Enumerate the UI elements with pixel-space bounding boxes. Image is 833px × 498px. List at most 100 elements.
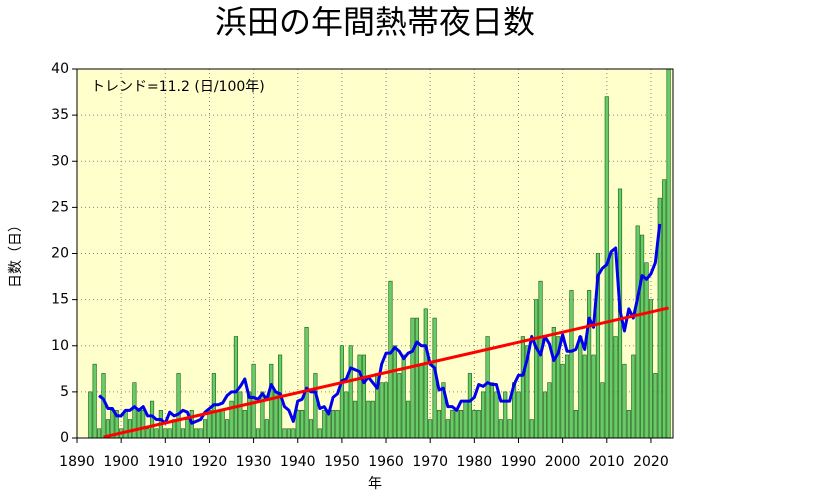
bar [569, 290, 574, 439]
bar [304, 326, 309, 439]
y-tick-label: 30 [51, 153, 69, 169]
bar [154, 428, 159, 439]
bar [463, 400, 468, 439]
x-tick-label: 1950 [324, 454, 360, 470]
bar [489, 382, 495, 439]
bar [467, 373, 472, 439]
x-tick-label: 2000 [545, 454, 581, 470]
bar [516, 391, 521, 439]
bar [529, 419, 534, 439]
bar [330, 410, 336, 439]
moving-average-line [98, 223, 662, 425]
bar [626, 410, 631, 439]
x-tick-label: 1970 [412, 454, 448, 470]
bar [339, 345, 344, 439]
bar [383, 382, 389, 439]
bar [308, 419, 314, 439]
bar [317, 428, 322, 439]
y-tick-label: 35 [51, 107, 69, 123]
bar [101, 373, 106, 439]
chart-title: 浜田の年間熱帯夜日数 [215, 3, 535, 41]
bar [357, 354, 362, 439]
bar [145, 428, 150, 439]
bar [622, 363, 627, 439]
y-tick-label: 5 [60, 384, 69, 400]
y-tick-label: 20 [51, 246, 69, 262]
bar [648, 299, 653, 439]
bar [97, 428, 102, 439]
bar [185, 419, 190, 439]
bar [591, 354, 596, 439]
bar [220, 410, 225, 439]
bar [335, 410, 340, 439]
bar [459, 410, 464, 439]
bar [344, 391, 349, 439]
bar [494, 391, 499, 439]
bar [322, 410, 327, 439]
bar [149, 400, 155, 439]
x-tick-label: 1900 [103, 454, 139, 470]
bar [503, 391, 508, 439]
bar [560, 363, 565, 439]
bar [313, 373, 318, 439]
bar [538, 280, 543, 439]
y-tick-label: 40 [51, 61, 69, 77]
bar [613, 336, 618, 439]
trend-line [103, 306, 669, 439]
bar [573, 410, 578, 439]
x-tick-label: 1920 [192, 454, 228, 470]
bar [233, 336, 238, 439]
bar [476, 410, 481, 439]
bar [578, 336, 583, 439]
bar [644, 262, 649, 439]
bar [388, 280, 393, 439]
bar [423, 308, 428, 439]
bar [498, 419, 503, 439]
x-tick-label: 1910 [147, 454, 183, 470]
x-tick-label: 1990 [501, 454, 537, 470]
x-tick-label: 1980 [457, 454, 493, 470]
bar [436, 410, 442, 439]
bar [361, 354, 367, 439]
bar [635, 225, 640, 439]
bar [640, 234, 645, 439]
bar [295, 410, 300, 439]
bar [587, 290, 592, 439]
x-tick-label: 1930 [236, 454, 272, 470]
bar [600, 382, 605, 439]
bar [282, 428, 287, 439]
x-tick-label: 1940 [280, 454, 316, 470]
bar [136, 410, 141, 439]
bar [300, 410, 305, 439]
bar [238, 391, 243, 439]
bar [520, 336, 525, 439]
bar [609, 253, 614, 439]
bar [472, 410, 477, 439]
bar [194, 428, 199, 439]
y-tick-label: 25 [51, 199, 69, 215]
bar [392, 345, 397, 439]
bar [485, 336, 490, 439]
bar [450, 410, 455, 439]
bar [406, 400, 411, 439]
y-tick-label: 0 [60, 430, 69, 446]
bar [666, 68, 671, 439]
bar [286, 428, 291, 439]
bar [141, 410, 146, 439]
plot-frame [76, 68, 674, 439]
bar [88, 391, 93, 439]
bar [414, 317, 420, 439]
bar [454, 410, 459, 439]
x-tick-label: 1890 [59, 454, 95, 470]
bar [366, 400, 371, 439]
bar [481, 391, 486, 439]
bar [242, 410, 247, 439]
bar [397, 373, 402, 439]
y-tick-label: 15 [51, 292, 69, 308]
bar [264, 419, 269, 439]
bar [167, 428, 172, 439]
bar [216, 410, 221, 439]
x-tick-label: 1960 [368, 454, 404, 470]
bar [291, 428, 296, 439]
